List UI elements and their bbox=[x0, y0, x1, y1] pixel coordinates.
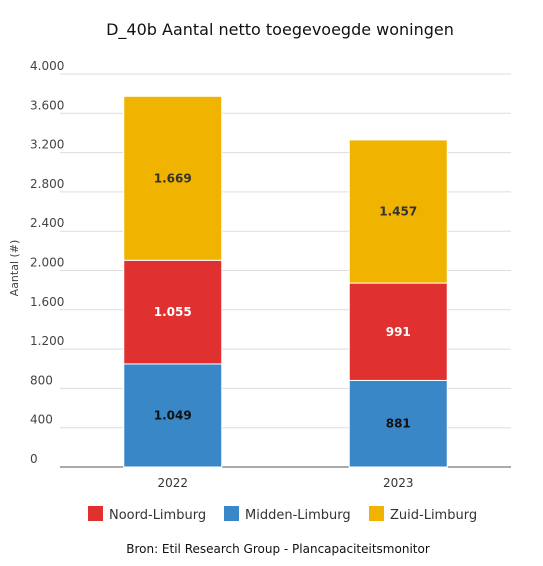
bar-segment bbox=[123, 95, 223, 261]
y-tick-label: 2.000 bbox=[30, 256, 64, 270]
legend-label: Noord-Limburg bbox=[109, 508, 206, 523]
legend-label: Zuid-Limburg bbox=[390, 508, 477, 523]
source-note: Bron: Etil Research Group - Plancapacite… bbox=[126, 542, 430, 556]
legend-label: Midden-Limburg bbox=[245, 508, 351, 523]
bar-segment bbox=[123, 363, 223, 468]
chart-title: D_40b Aantal netto toegevoegde woningen bbox=[106, 20, 454, 40]
y-axis-label: Aantal (#) bbox=[8, 240, 21, 297]
y-tick-label: 400 bbox=[30, 413, 53, 427]
data-label: 1.669 bbox=[154, 171, 192, 185]
legend-swatch bbox=[224, 506, 239, 521]
data-label: 881 bbox=[386, 417, 411, 431]
data-label: 1.457 bbox=[379, 205, 417, 219]
y-tick-label: 1.600 bbox=[30, 295, 64, 309]
y-tick-label: 3.200 bbox=[30, 138, 64, 152]
legend: Noord-Limburg Midden-Limburg Zuid-Limburg bbox=[88, 506, 477, 523]
data-label: 1.055 bbox=[154, 305, 192, 319]
x-tick-label: 2022 bbox=[157, 476, 188, 490]
y-tick-label: 2.800 bbox=[30, 177, 64, 191]
x-axis-ticks: 2022 2023 bbox=[157, 476, 413, 490]
y-tick-label: 1.200 bbox=[30, 334, 64, 348]
y-tick-label: 4.000 bbox=[30, 59, 64, 73]
y-tick-label: 3.600 bbox=[30, 98, 64, 112]
legend-swatch bbox=[88, 506, 103, 521]
y-tick-label: 2.400 bbox=[30, 216, 64, 230]
data-label: 991 bbox=[386, 325, 411, 339]
x-tick-label: 2023 bbox=[383, 476, 414, 490]
bar-segment bbox=[123, 259, 223, 365]
y-tick-label: 800 bbox=[30, 373, 53, 387]
bars: 1.049 1.055 1.669 881 991 1.457 bbox=[123, 95, 448, 468]
y-tick-label: 0 bbox=[30, 452, 38, 466]
bar-segment bbox=[348, 282, 448, 381]
bar-segment bbox=[348, 139, 448, 284]
data-label: 1.049 bbox=[154, 408, 192, 422]
y-axis-ticks: 0 400 800 1.200 1.600 2.000 2.400 2.800 3.200 3.6… bbox=[30, 59, 64, 466]
legend-swatch bbox=[369, 506, 384, 521]
bar-segment bbox=[348, 379, 448, 468]
